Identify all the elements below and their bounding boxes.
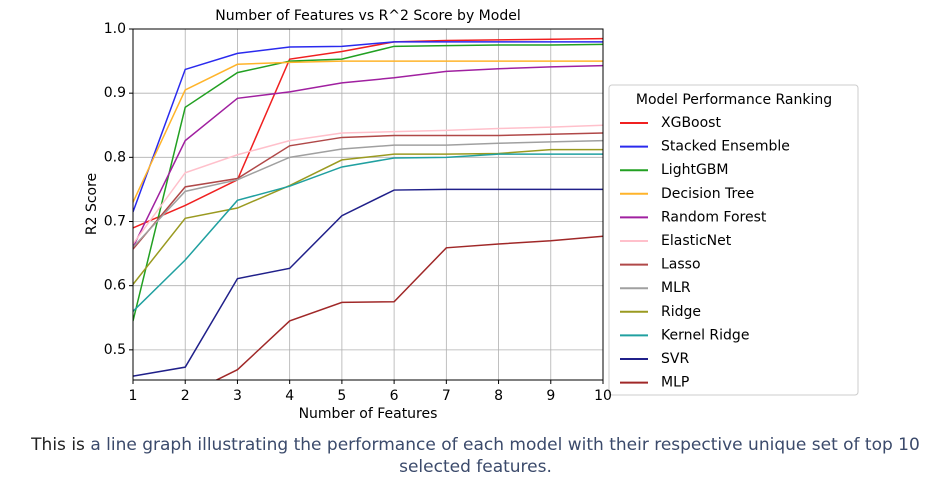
legend-label: LightGBM xyxy=(661,162,728,178)
series-line xyxy=(133,60,603,203)
legend-label: ElasticNet xyxy=(661,233,732,249)
y-tick-label: 0.7 xyxy=(104,214,126,230)
x-tick-label: 5 xyxy=(337,388,346,404)
legend-title: Model Performance Ranking xyxy=(636,92,832,108)
x-tick-label: 1 xyxy=(129,388,138,404)
plot-lines xyxy=(133,37,603,380)
caption-lead: This is xyxy=(31,435,85,455)
y-tick-label: 0.5 xyxy=(104,342,126,358)
series-line xyxy=(133,139,603,248)
legend-box xyxy=(608,84,859,396)
x-tick-label: 10 xyxy=(594,388,612,404)
x-tick-label: 2 xyxy=(181,388,190,404)
series-line xyxy=(133,132,603,250)
legend-label: MLR xyxy=(661,280,691,296)
legend-label: Kernel Ridge xyxy=(661,327,749,343)
x-tick-label: 4 xyxy=(285,388,294,404)
legend-label: Lasso xyxy=(661,257,701,273)
x-tick-label: 9 xyxy=(546,388,555,404)
x-tick-label: 7 xyxy=(442,388,451,404)
legend-label: XGBoost xyxy=(661,115,721,131)
y-tick-label: 0.9 xyxy=(104,85,126,101)
series-line xyxy=(133,153,603,312)
y-tick-label: 0.6 xyxy=(104,278,126,294)
series-line xyxy=(133,43,603,322)
x-tick-label: 6 xyxy=(390,388,399,404)
series-line xyxy=(133,41,603,213)
series-line xyxy=(214,235,603,380)
y-tick-label: 0.8 xyxy=(104,149,126,165)
caption-body: a line graph illustrating the performanc… xyxy=(90,435,920,477)
series-line xyxy=(133,64,603,248)
x-tick-label: 3 xyxy=(233,388,242,404)
legend-label: MLP xyxy=(661,375,689,391)
chart-title: Number of Features vs R^2 Score by Model xyxy=(215,8,520,24)
legend-label: Ridge xyxy=(661,304,701,320)
y-axis-label: R2 Score xyxy=(84,173,100,235)
x-axis-label: Number of Features xyxy=(299,406,438,422)
series-line xyxy=(133,148,603,285)
caption: This is a line graph illustrating the pe… xyxy=(0,434,951,478)
series-line xyxy=(133,37,603,229)
legend-label: Stacked Ensemble xyxy=(661,139,790,155)
plot-frame xyxy=(132,28,604,381)
x-tick-label: 8 xyxy=(494,388,503,404)
chart: Number of Features vs R^2 Score by Model… xyxy=(84,8,859,422)
series-line xyxy=(133,188,603,377)
legend-label: SVR xyxy=(661,351,689,367)
legend-label: Decision Tree xyxy=(661,186,754,202)
y-tick-label: 1.0 xyxy=(104,21,126,37)
series-line xyxy=(133,124,603,245)
legend-label: Random Forest xyxy=(661,209,767,225)
